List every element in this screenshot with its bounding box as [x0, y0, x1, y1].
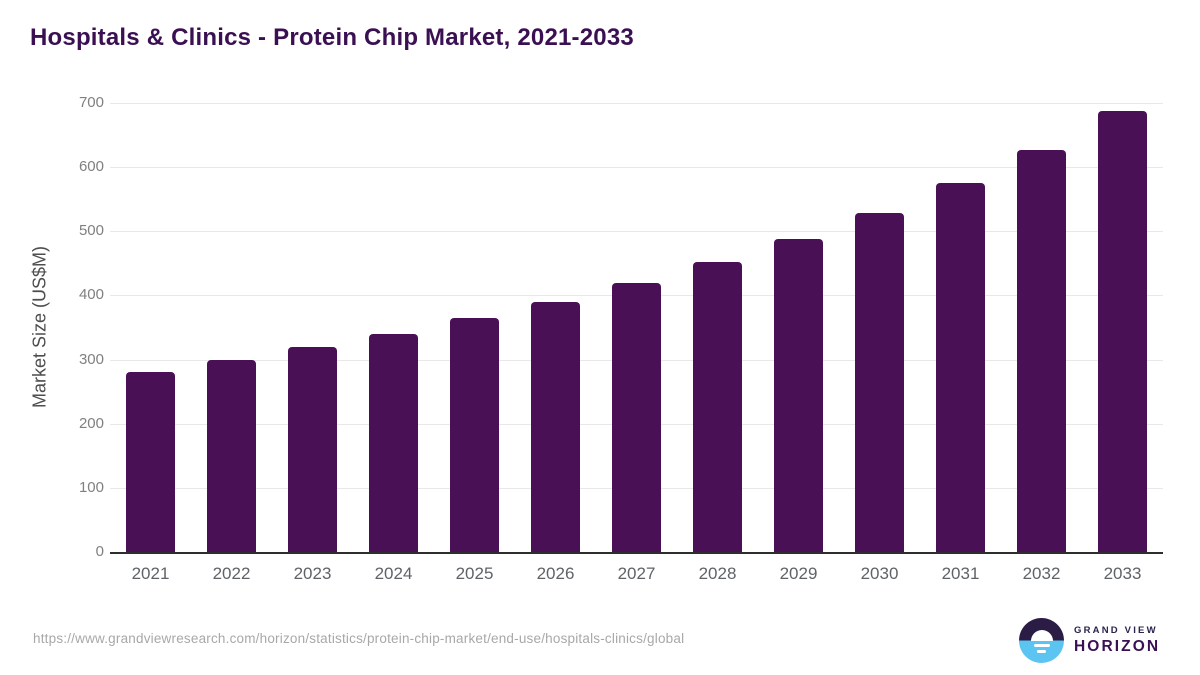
- x-tick-label-2028: 2028: [698, 564, 737, 583]
- x-tick-label-2031: 2031: [941, 564, 980, 583]
- bar-2030: [855, 212, 904, 552]
- x-tick-label-2021: 2021: [131, 564, 170, 583]
- y-tick-label-100: 100: [78, 478, 104, 496]
- chart-title: Hospitals & Clinics - Protein Chip Marke…: [30, 24, 634, 51]
- horizon-sunrise-icon: [1019, 618, 1064, 663]
- bar-2027: [612, 282, 661, 552]
- bar-2031: [936, 182, 985, 552]
- gridline-700: [110, 103, 1163, 104]
- x-tick-label-2033: 2033: [1103, 564, 1142, 583]
- grandview-horizon-logo: GRAND VIEW HORIZON: [1019, 618, 1160, 663]
- bar-2029: [774, 238, 823, 552]
- gridline-500: [110, 231, 1163, 233]
- x-tick-label-2032: 2032: [1022, 564, 1061, 583]
- y-tick-label-400: 400: [78, 286, 104, 304]
- y-tick-label-500: 500: [78, 222, 104, 240]
- y-tick-label-300: 300: [78, 350, 104, 368]
- water-ripple-icon: [1033, 643, 1050, 647]
- x-tick-label-2023: 2023: [293, 564, 332, 583]
- bar-2021: [126, 371, 175, 552]
- y-axis-tick-labels: 0 100 200 300 400 500 600 700: [40, 94, 104, 560]
- y-tick-label-600: 600: [78, 158, 104, 176]
- bar-2023: [288, 347, 337, 552]
- x-tick-label-2030: 2030: [860, 564, 899, 583]
- bar-2025: [450, 317, 499, 552]
- bar-2024: [369, 333, 418, 552]
- bar-2026: [531, 301, 580, 552]
- sun-icon: [1030, 629, 1053, 641]
- bar-2028: [693, 262, 742, 552]
- bar-2022: [207, 359, 256, 552]
- y-tick-label-0: 0: [95, 543, 104, 560]
- plot-area: [110, 103, 1163, 554]
- bar-2032: [1017, 149, 1066, 552]
- x-tick-label-2024: 2024: [374, 564, 413, 583]
- x-tick-label-2027: 2027: [617, 564, 656, 583]
- bar-2033: [1098, 111, 1147, 552]
- x-tick-label-2022: 2022: [212, 564, 251, 583]
- water-ripple-icon: [1037, 649, 1046, 653]
- logo-horizon-label: HORIZON: [1074, 638, 1161, 655]
- y-tick-label-700: 700: [78, 94, 104, 111]
- x-tick-label-2029: 2029: [779, 564, 818, 583]
- logo-text: GRAND VIEW HORIZON: [1074, 625, 1160, 656]
- y-tick-label-200: 200: [78, 414, 104, 432]
- gridline-600: [110, 167, 1163, 169]
- x-tick-label-2026: 2026: [536, 564, 575, 583]
- x-axis-tick-labels: 2021 2022 2023 2024 2025 2026 2027 2028 2029 2030…: [110, 564, 1163, 588]
- x-tick-label-2025: 2025: [455, 564, 494, 583]
- logo-grand-view-label: GRAND VIEW: [1074, 625, 1158, 636]
- source-url: https://www.grandviewresearch.com/horizo…: [33, 631, 685, 646]
